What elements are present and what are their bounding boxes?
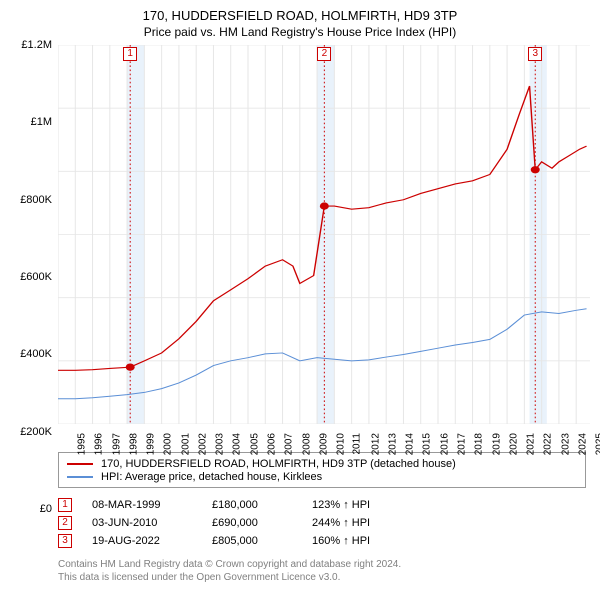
x-tick: 2015 — [422, 433, 433, 455]
y-tick: £1M — [31, 116, 52, 128]
event-marker-2: 2 — [317, 47, 331, 61]
chart-title: 170, HUDDERSFIELD ROAD, HOLMFIRTH, HD9 3… — [10, 8, 590, 23]
y-tick: £0 — [40, 503, 52, 515]
x-tick: 2011 — [352, 433, 363, 455]
x-tick: 2008 — [301, 433, 312, 455]
chart-subtitle: Price paid vs. HM Land Registry's House … — [10, 25, 590, 39]
x-tick: 2001 — [180, 433, 191, 455]
x-tick: 1996 — [94, 433, 105, 455]
legend: 170, HUDDERSFIELD ROAD, HOLMFIRTH, HD9 3… — [58, 452, 586, 488]
x-tick: 2004 — [232, 433, 243, 455]
x-tick: 2024 — [577, 433, 588, 455]
footer-line-1: Contains HM Land Registry data © Crown c… — [58, 558, 590, 571]
x-tick: 2005 — [249, 433, 260, 455]
x-tick: 2021 — [525, 433, 536, 455]
x-tick: 2020 — [508, 433, 519, 455]
event-row: 3 19-AUG-2022£805,000160% ↑ HPI — [58, 534, 590, 548]
event-row: 2 03-JUN-2010£690,000244% ↑ HPI — [58, 516, 590, 530]
x-tick: 2018 — [474, 433, 485, 455]
event-price: £805,000 — [212, 535, 312, 547]
y-axis: £0£200K£400K£600K£800K£1M£1.2M — [10, 45, 58, 446]
chart-container: 170, HUDDERSFIELD ROAD, HOLMFIRTH, HD9 3… — [0, 0, 600, 590]
x-tick: 1998 — [128, 433, 139, 455]
event-date: 19-AUG-2022 — [92, 535, 212, 547]
plot-area: 1 2 3 199519961997199819992000200120022003… — [58, 45, 590, 446]
event-price: £180,000 — [212, 499, 312, 511]
footer-attribution: Contains HM Land Registry data © Crown c… — [58, 558, 590, 584]
y-tick: £200K — [20, 426, 52, 438]
event-marker-3: 3 — [528, 47, 542, 61]
x-tick: 2025 — [594, 433, 600, 455]
legend-label: HPI: Average price, detached house, Kirk… — [101, 471, 322, 483]
legend-label: 170, HUDDERSFIELD ROAD, HOLMFIRTH, HD9 3… — [101, 458, 456, 470]
x-axis: 1995199619971998199920002001200220032004… — [58, 424, 590, 446]
x-tick: 2014 — [404, 433, 415, 455]
y-tick: £600K — [20, 271, 52, 283]
event-date: 03-JUN-2010 — [92, 517, 212, 529]
event-marker-box: 3 — [58, 534, 72, 548]
footer-line-2: This data is licensed under the Open Gov… — [58, 571, 590, 584]
chart-svg — [58, 45, 590, 424]
event-hpi: 160% ↑ HPI — [312, 535, 370, 547]
y-tick: £1.2M — [21, 39, 52, 51]
legend-item: 170, HUDDERSFIELD ROAD, HOLMFIRTH, HD9 3… — [67, 458, 577, 470]
plot-box: 1 2 3 — [58, 45, 590, 424]
event-hpi: 123% ↑ HPI — [312, 499, 370, 511]
x-tick: 1995 — [76, 433, 87, 455]
chart-area: £0£200K£400K£600K£800K£1M£1.2M 123 19951… — [10, 45, 590, 446]
x-tick: 2022 — [543, 433, 554, 455]
legend-item: HPI: Average price, detached house, Kirk… — [67, 471, 577, 483]
x-tick: 2023 — [560, 433, 571, 455]
x-tick: 1997 — [111, 433, 122, 455]
x-tick: 2006 — [266, 433, 277, 455]
x-tick: 2003 — [214, 433, 225, 455]
x-tick: 2012 — [370, 433, 381, 455]
legend-swatch — [67, 463, 93, 465]
x-tick: 2007 — [284, 433, 295, 455]
event-marker-1: 1 — [123, 47, 137, 61]
x-tick: 2013 — [387, 433, 398, 455]
event-price: £690,000 — [212, 517, 312, 529]
y-tick: £400K — [20, 348, 52, 360]
event-marker-box: 1 — [58, 498, 72, 512]
x-tick: 2009 — [318, 433, 329, 455]
event-hpi: 244% ↑ HPI — [312, 517, 370, 529]
x-tick: 2010 — [335, 433, 346, 455]
event-marker-box: 2 — [58, 516, 72, 530]
event-row: 1 08-MAR-1999£180,000123% ↑ HPI — [58, 498, 590, 512]
x-tick: 2016 — [439, 433, 450, 455]
event-date: 08-MAR-1999 — [92, 499, 212, 511]
y-tick: £800K — [20, 194, 52, 206]
legend-swatch — [67, 476, 93, 478]
x-tick: 2019 — [491, 433, 502, 455]
events-table: 1 08-MAR-1999£180,000123% ↑ HPI 2 03-JUN-20… — [58, 494, 590, 552]
x-tick: 2002 — [197, 433, 208, 455]
x-tick: 1999 — [145, 433, 156, 455]
x-tick: 2017 — [456, 433, 467, 455]
x-tick: 2000 — [163, 433, 174, 455]
